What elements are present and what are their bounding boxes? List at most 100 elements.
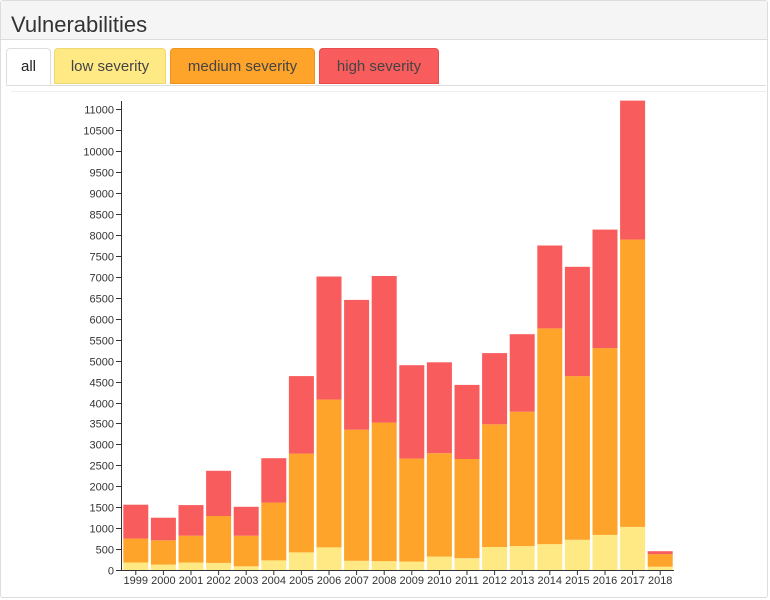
- bar-high-severity-2000[interactable]: [150, 517, 176, 541]
- bar-medium-severity-2016[interactable]: [592, 348, 618, 535]
- y-tick-label: 7500: [90, 252, 114, 264]
- y-tick-label: 10500: [83, 126, 114, 138]
- bar-high-severity-2015[interactable]: [564, 266, 590, 377]
- vulnerabilities-chart: 0 500 1000 1500 2000 2500 3000 3500 4000 4500 5000…: [83, 100, 674, 587]
- y-tick-label: 5500: [90, 336, 114, 348]
- y-tick-label: 0: [108, 566, 114, 578]
- bar-medium-severity-2010[interactable]: [426, 453, 452, 557]
- bar-medium-severity-2013[interactable]: [509, 411, 535, 547]
- bar-high-severity-2001[interactable]: [178, 505, 204, 536]
- panel-title: Vulnerabilities: [11, 12, 148, 37]
- y-tick-label: 1000: [90, 524, 114, 536]
- bar-low-severity-2013[interactable]: [509, 546, 535, 570]
- bar-high-severity-2009[interactable]: [399, 365, 425, 459]
- tab-low-severity[interactable]: low severity: [54, 48, 166, 84]
- bar-low-severity-2009[interactable]: [399, 561, 425, 570]
- tab-high-severity[interactable]: high severity: [319, 48, 439, 84]
- bar-low-severity-2011[interactable]: [454, 558, 480, 570]
- bar-high-severity-2005[interactable]: [288, 376, 314, 454]
- x-tick-label: 2012: [482, 575, 506, 587]
- bar-medium-severity-2003[interactable]: [233, 535, 259, 567]
- bar-low-severity-2010[interactable]: [426, 556, 452, 570]
- bar-low-severity-2007[interactable]: [344, 560, 370, 570]
- bar-low-severity-2000[interactable]: [150, 564, 176, 570]
- y-tick-label: 3500: [90, 419, 114, 431]
- bar-low-severity-2012[interactable]: [482, 547, 508, 570]
- y-tick-label: 11000: [84, 105, 114, 117]
- bar-medium-severity-2000[interactable]: [150, 540, 176, 565]
- bar-high-severity-1999[interactable]: [123, 504, 149, 539]
- bar-low-severity-2014[interactable]: [537, 544, 563, 570]
- bar-medium-severity-2007[interactable]: [344, 429, 370, 561]
- bar-medium-severity-2008[interactable]: [371, 422, 397, 562]
- x-tick-label: 2011: [455, 575, 479, 587]
- x-tick-label: 2015: [565, 575, 589, 587]
- bar-high-severity-2011[interactable]: [454, 384, 480, 459]
- bar-medium-severity-2006[interactable]: [316, 399, 342, 548]
- bar-low-severity-1999[interactable]: [123, 562, 149, 571]
- bar-low-severity-2015[interactable]: [564, 539, 590, 570]
- bar-medium-severity-2004[interactable]: [261, 502, 287, 561]
- bar-medium-severity-2014[interactable]: [537, 328, 563, 545]
- bar-low-severity-2001[interactable]: [178, 562, 204, 571]
- bar-medium-severity-2017[interactable]: [620, 239, 646, 527]
- bar-medium-severity-2015[interactable]: [564, 376, 590, 540]
- bar-low-severity-2016[interactable]: [592, 534, 618, 570]
- y-tick-label: 3000: [90, 440, 114, 452]
- panel-heading: Vulnerabilities: [1, 1, 767, 40]
- bar-high-severity-2016[interactable]: [592, 229, 618, 349]
- bar-medium-severity-2002[interactable]: [206, 516, 232, 563]
- bar-low-severity-2006[interactable]: [316, 547, 342, 570]
- y-tick-label: 10000: [83, 147, 114, 159]
- bar-low-severity-2004[interactable]: [261, 560, 287, 570]
- y-tick-label: 9500: [90, 168, 114, 180]
- bar-medium-severity-2001[interactable]: [178, 535, 204, 563]
- y-tick-label: 9000: [90, 189, 114, 201]
- bar-high-severity-2012[interactable]: [482, 353, 508, 425]
- bar-high-severity-2004[interactable]: [261, 458, 287, 503]
- bar-high-severity-2002[interactable]: [206, 470, 232, 516]
- bar-low-severity-2008[interactable]: [371, 561, 397, 570]
- y-tick-label: 2500: [90, 461, 114, 473]
- x-tick-label: 1999: [124, 575, 148, 587]
- y-tick-label: 8000: [90, 231, 114, 243]
- y-tick-label: 4000: [90, 399, 114, 411]
- y-tick-label: 6000: [90, 315, 114, 327]
- x-tick-label: 2001: [179, 575, 203, 587]
- bar-high-severity-2013[interactable]: [509, 334, 535, 412]
- bar-medium-severity-2005[interactable]: [288, 453, 314, 553]
- x-tick-label: 2004: [262, 575, 286, 587]
- bar-high-severity-2006[interactable]: [316, 276, 342, 400]
- y-tick-label: 7000: [90, 273, 114, 285]
- x-tick-label: 2000: [151, 575, 175, 587]
- bar-medium-severity-1999[interactable]: [123, 538, 149, 563]
- y-tick-label: 6500: [90, 294, 114, 306]
- bar-low-severity-2017[interactable]: [620, 526, 646, 570]
- bar-low-severity-2005[interactable]: [288, 552, 314, 570]
- bar-high-severity-2018[interactable]: [647, 551, 673, 555]
- bar-high-severity-2010[interactable]: [426, 362, 452, 454]
- bar-medium-severity-2018[interactable]: [647, 554, 673, 567]
- tab-all[interactable]: all: [6, 48, 51, 85]
- y-tick-label: 1500: [90, 503, 114, 515]
- x-tick-label: 2008: [372, 575, 396, 587]
- x-tick-label: 2014: [538, 575, 562, 587]
- x-tick-label: 2018: [648, 575, 672, 587]
- bar-low-severity-2002[interactable]: [206, 562, 232, 570]
- bar-medium-severity-2012[interactable]: [482, 424, 508, 547]
- tab-medium-severity[interactable]: medium severity: [170, 48, 315, 84]
- bar-high-severity-2014[interactable]: [537, 245, 563, 329]
- severity-tabs: all low severity medium severity high se…: [6, 48, 766, 86]
- bar-medium-severity-2011[interactable]: [454, 459, 480, 559]
- bar-high-severity-2017[interactable]: [620, 100, 646, 240]
- bar-low-severity-2018[interactable]: [647, 566, 673, 570]
- x-tick-label: 2005: [289, 575, 313, 587]
- y-tick-label: 8500: [90, 210, 114, 222]
- bar-medium-severity-2009[interactable]: [399, 458, 425, 562]
- bar-high-severity-2003[interactable]: [233, 506, 259, 536]
- bar-high-severity-2008[interactable]: [371, 276, 397, 423]
- tab-content-divider: [11, 91, 766, 92]
- bar-low-severity-2003[interactable]: [233, 566, 259, 570]
- bar-high-severity-2007[interactable]: [344, 299, 370, 430]
